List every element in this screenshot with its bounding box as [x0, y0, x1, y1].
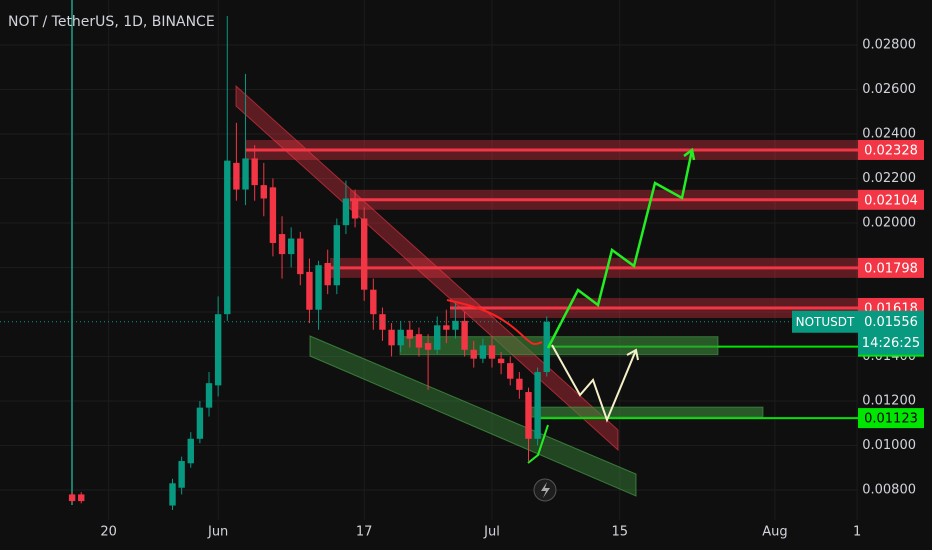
bounce-curve — [527, 424, 549, 464]
zones — [245, 139, 858, 420]
symbol-label: NOTUSDT — [796, 315, 855, 329]
moving-average — [446, 299, 543, 345]
x-tick-label: 1 — [853, 525, 861, 540]
candle-body — [388, 329, 395, 346]
alternative-arrowhead — [626, 348, 639, 361]
level-label: 0.02328 — [864, 143, 918, 158]
candles — [68, 16, 550, 510]
candle-body — [370, 289, 377, 315]
candle-body — [297, 238, 304, 275]
candle-body — [251, 158, 258, 186]
level-label-box — [858, 139, 924, 160]
candle-body — [507, 363, 514, 379]
last-price-label: 0.01556 — [864, 315, 918, 330]
candle-body — [287, 238, 295, 255]
candle-body — [443, 325, 450, 330]
candle-body — [525, 392, 532, 439]
last-price-box — [858, 310, 924, 355]
candle-body — [224, 160, 231, 315]
candle-body — [360, 218, 368, 290]
bullish-arrowhead — [683, 147, 696, 161]
chart-title: NOT / TetherUS, 1D, BINANCE — [8, 14, 215, 30]
level-label-box — [858, 257, 924, 278]
x-tick-label: Aug — [762, 525, 787, 540]
x-tick-label: Jun — [207, 525, 228, 540]
candle-body — [424, 343, 432, 350]
candle-body — [178, 461, 185, 488]
x-tick-label: 20 — [100, 525, 117, 540]
level-label: 0.01123 — [864, 412, 918, 427]
candle-body — [333, 225, 341, 286]
candle-body — [470, 349, 477, 359]
level-label-box — [858, 408, 924, 429]
demand-zone — [399, 336, 719, 356]
demand-zone — [526, 406, 764, 418]
candle-body — [242, 158, 249, 190]
candle-body — [196, 407, 204, 439]
candle-body — [479, 345, 487, 359]
candle-body — [397, 329, 404, 346]
grid — [0, 0, 858, 520]
candle-body — [260, 185, 267, 199]
candle-body — [497, 358, 505, 364]
alternative-projection — [551, 344, 637, 423]
candle-body — [379, 314, 386, 330]
y-tick-label: 0.02800 — [862, 37, 916, 52]
candle-body — [461, 320, 468, 350]
candle-body — [187, 438, 194, 464]
candle-body — [205, 383, 213, 408]
countdown-label: 14:26:25 — [862, 336, 920, 351]
candle-body — [415, 334, 423, 348]
level-label: 0.01798 — [864, 261, 918, 276]
candle-body — [406, 329, 414, 339]
y-tick-label: 0.01200 — [862, 393, 916, 408]
level-label: 0.02104 — [864, 193, 918, 208]
candle-body — [306, 271, 313, 310]
candle-body — [269, 187, 277, 243]
y-tick-label: 0.02000 — [862, 215, 916, 230]
symbol-box — [792, 310, 858, 333]
x-tick-label: 15 — [611, 525, 628, 540]
y-tick-label: 0.02400 — [862, 126, 916, 141]
candle-body — [324, 263, 331, 286]
level-label-box — [858, 189, 924, 210]
candle-body — [434, 325, 441, 350]
candle-body — [534, 372, 541, 439]
x-tick-label: 17 — [356, 525, 373, 540]
candle-body — [68, 494, 76, 502]
candle-body — [169, 483, 176, 506]
candle-body — [233, 162, 240, 190]
candle-body — [488, 345, 496, 359]
candle-body — [351, 198, 359, 219]
candle-body — [78, 494, 85, 502]
candle-body — [342, 198, 350, 226]
candle-body — [543, 321, 550, 373]
lightning-icon — [541, 482, 550, 498]
y-tick-label: 0.01000 — [862, 438, 916, 453]
bullish-projection — [546, 149, 694, 349]
candle-body — [214, 314, 222, 386]
y-tick-label: 0.02200 — [862, 171, 916, 186]
y-tick-label: 0.00800 — [862, 482, 916, 497]
candle-body — [452, 320, 459, 330]
x-tick-label: Jul — [483, 525, 500, 540]
y-tick-label: 0.02600 — [862, 82, 916, 97]
labels: 0.008000.010000.012000.014000.016000.018… — [0, 37, 924, 540]
candle-body — [516, 378, 523, 390]
candle-body — [315, 265, 322, 310]
candle-body — [278, 234, 286, 255]
